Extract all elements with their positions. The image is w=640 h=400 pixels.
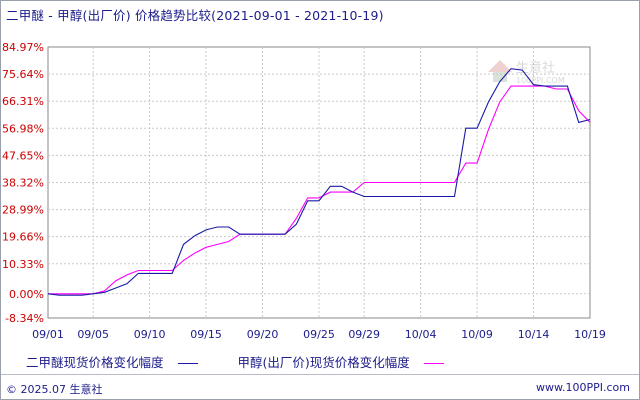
watermark-name: 生意社: [516, 60, 555, 76]
y-tick-label: 38.32%: [2, 176, 44, 189]
y-tick-label: -8.34%: [5, 312, 44, 325]
legend-swatch-methanol: [423, 363, 444, 364]
x-tick-label: 09/20: [247, 328, 279, 341]
series-line-methanol: [48, 85, 591, 295]
y-tick-label: 0.00%: [9, 288, 44, 301]
x-tick-label: 09/15: [190, 328, 222, 341]
y-tick-label: 84.97%: [2, 41, 44, 54]
x-tick-label: 10/09: [461, 328, 493, 341]
x-tick-label: 09/10: [134, 328, 166, 341]
footer-divider: [1, 374, 639, 375]
y-tick-label: 75.64%: [2, 68, 44, 81]
x-tick-label: 10/14: [518, 328, 550, 341]
y-tick-label: 19.66%: [2, 231, 44, 244]
legend-item-dme: 二甲醚现货价格变化幅度: [26, 352, 198, 371]
watermark-logo-base-icon: [493, 72, 507, 82]
x-tick-label: 09/25: [303, 328, 335, 341]
series-line-dme: [47, 68, 591, 296]
y-tick-label: 10.33%: [2, 258, 44, 271]
legend-label-methanol: 甲醇(出厂价)现货价格变化幅度: [237, 355, 410, 370]
copyright-text: © 2025.07 生意社: [6, 383, 103, 396]
y-tick-label: 28.99%: [2, 204, 44, 217]
watermark-url: 100PPI.COM: [516, 76, 565, 85]
watermark-logo-icon: [488, 60, 512, 72]
legend-label-dme: 二甲醚现货价格变化幅度: [26, 355, 164, 370]
site-url-text: www.100PPI.com: [536, 381, 630, 394]
x-tick-label: 09/29: [348, 328, 380, 341]
y-tick-label: 66.31%: [2, 95, 44, 108]
x-tick-label: 10/19: [574, 328, 606, 341]
legend-swatch-dme: [177, 363, 198, 364]
legend-item-methanol: 甲醇(出厂价)现货价格变化幅度: [237, 352, 444, 371]
y-tick-label: 47.65%: [2, 149, 44, 162]
legend: 二甲醚现货价格变化幅度 甲醇(出厂价)现货价格变化幅度: [26, 352, 480, 371]
y-tick-label: 56.98%: [2, 122, 44, 135]
x-tick-label: 09/05: [77, 328, 109, 341]
x-tick-label: 10/04: [405, 328, 437, 341]
page-title: 二甲醚 - 甲醇(出厂价) 价格趋势比较(2021-09-01 - 2021-1…: [6, 8, 384, 23]
x-tick-label: 09/01: [32, 328, 64, 341]
